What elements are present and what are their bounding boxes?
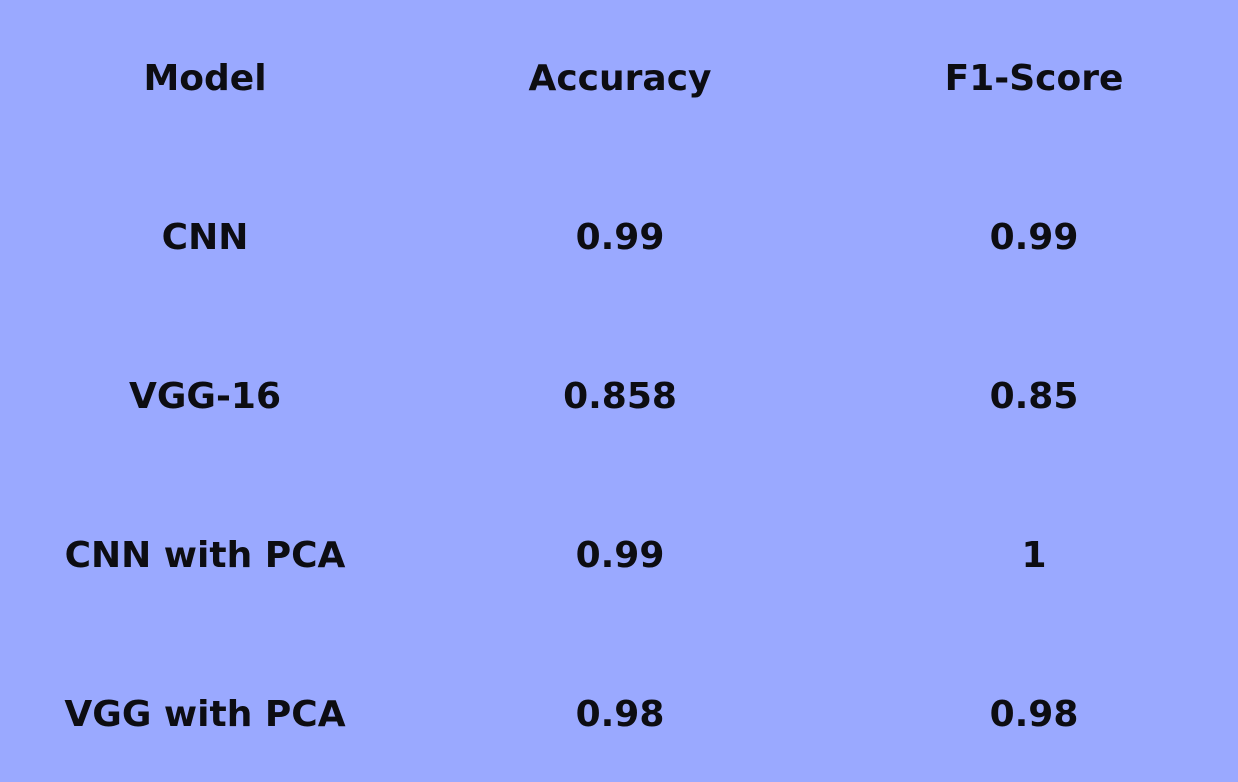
cell-f1-2: 0.85 bbox=[989, 376, 1079, 417]
cell-accuracy-3: 0.99 bbox=[575, 535, 665, 576]
model-column: Model CNN VGG-16 CNN with PCA VGG with P… bbox=[0, 0, 410, 782]
cell-f1-3: 1 bbox=[1021, 535, 1047, 576]
cell-model-4: VGG with PCA bbox=[64, 694, 346, 735]
accuracy-column: Accuracy 0.99 0.858 0.99 0.98 bbox=[410, 0, 830, 782]
cell-accuracy-4: 0.98 bbox=[575, 694, 665, 735]
cell-f1-4: 0.98 bbox=[989, 694, 1079, 735]
header-accuracy: Accuracy bbox=[528, 58, 712, 99]
cell-accuracy-1: 0.99 bbox=[575, 217, 665, 258]
f1-column: F1-Score 0.99 0.85 1 0.98 bbox=[830, 0, 1238, 782]
cell-model-3: CNN with PCA bbox=[64, 535, 346, 576]
cell-f1-1: 0.99 bbox=[989, 217, 1079, 258]
cell-model-1: CNN bbox=[161, 217, 249, 258]
header-f1-score: F1-Score bbox=[944, 58, 1124, 99]
header-model: Model bbox=[143, 58, 267, 99]
cell-accuracy-2: 0.858 bbox=[563, 376, 677, 417]
cell-model-2: VGG-16 bbox=[129, 376, 281, 417]
